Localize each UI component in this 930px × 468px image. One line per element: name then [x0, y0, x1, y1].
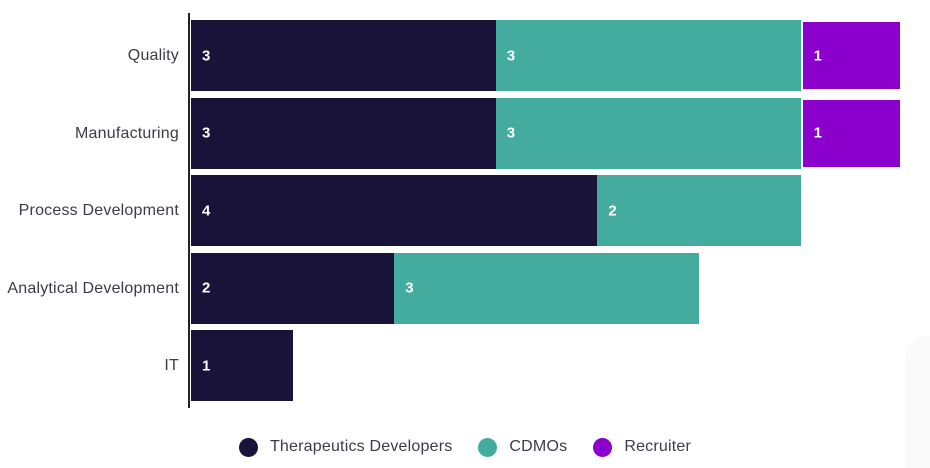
legend-dot-icon: [478, 437, 498, 457]
chart-row-analytical-development: Analytical Development 2 3: [0, 252, 930, 324]
bar-segment-recruiter[interactable]: 1: [800, 20, 903, 91]
bar-segment-therapeutics-developers[interactable]: 4: [191, 175, 598, 246]
segment-value-label: 3: [506, 124, 516, 142]
y-axis-line: [188, 13, 190, 408]
chart-row-manufacturing: Manufacturing 3 3 1: [0, 97, 930, 169]
legend-item-therapeutics-developers[interactable]: Therapeutics Developers: [238, 437, 453, 457]
category-label: Analytical Development: [7, 279, 179, 297]
bar-segment-therapeutics-developers[interactable]: 2: [191, 252, 395, 324]
segment-value-label: 1: [813, 47, 822, 64]
segment-value-label: 4: [202, 202, 211, 219]
segment-value-label: 2: [202, 279, 211, 297]
legend-item-cdmos[interactable]: CDMOs: [478, 437, 568, 457]
category-label: Process Development: [18, 202, 179, 219]
category-label: Quality: [127, 47, 179, 64]
chart-row-quality: Quality 3 3 1: [0, 20, 930, 91]
legend-item-recruiter[interactable]: Recruiter: [593, 437, 692, 457]
chart-row-it: IT 1: [0, 330, 930, 401]
category-label: IT: [164, 357, 179, 374]
legend-dot-icon: [238, 437, 258, 457]
segment-value-label: 3: [202, 47, 211, 64]
bar-segment-cdmos[interactable]: 3: [495, 97, 801, 169]
segment-value-label: 3: [405, 279, 414, 297]
legend: Therapeutics Developers CDMOs Recruiter: [0, 434, 930, 460]
stacked-bar: 3 3 1: [191, 20, 903, 91]
bar-segment-therapeutics-developers[interactable]: 3: [191, 97, 496, 169]
bar-segment-recruiter[interactable]: 1: [800, 97, 903, 169]
segment-value-label: 1: [813, 124, 822, 142]
category-label: Manufacturing: [75, 124, 179, 142]
segment-value-label: 1: [202, 357, 211, 374]
bar-segment-therapeutics-developers[interactable]: 3: [191, 20, 496, 91]
bar-segment-cdmos[interactable]: 3: [495, 20, 801, 91]
segment-value-label: 3: [506, 47, 516, 64]
stacked-bar: 1: [191, 330, 293, 401]
legend-label: Recruiter: [624, 438, 692, 455]
legend-label: Therapeutics Developers: [269, 438, 453, 455]
corner-overlay: [905, 336, 930, 468]
bar-segment-cdmos[interactable]: 2: [597, 175, 801, 246]
bar-segment-therapeutics-developers[interactable]: 1: [191, 330, 293, 401]
segment-value-label: 3: [202, 124, 211, 142]
legend-label: CDMOs: [509, 438, 568, 455]
bar-segment-cdmos[interactable]: 3: [394, 252, 699, 324]
segment-value-label: 2: [608, 202, 617, 219]
stacked-bar: 3 3 1: [191, 97, 903, 169]
chart-row-process-development: Process Development 4 2: [0, 175, 930, 246]
legend-dot-icon: [593, 437, 613, 457]
